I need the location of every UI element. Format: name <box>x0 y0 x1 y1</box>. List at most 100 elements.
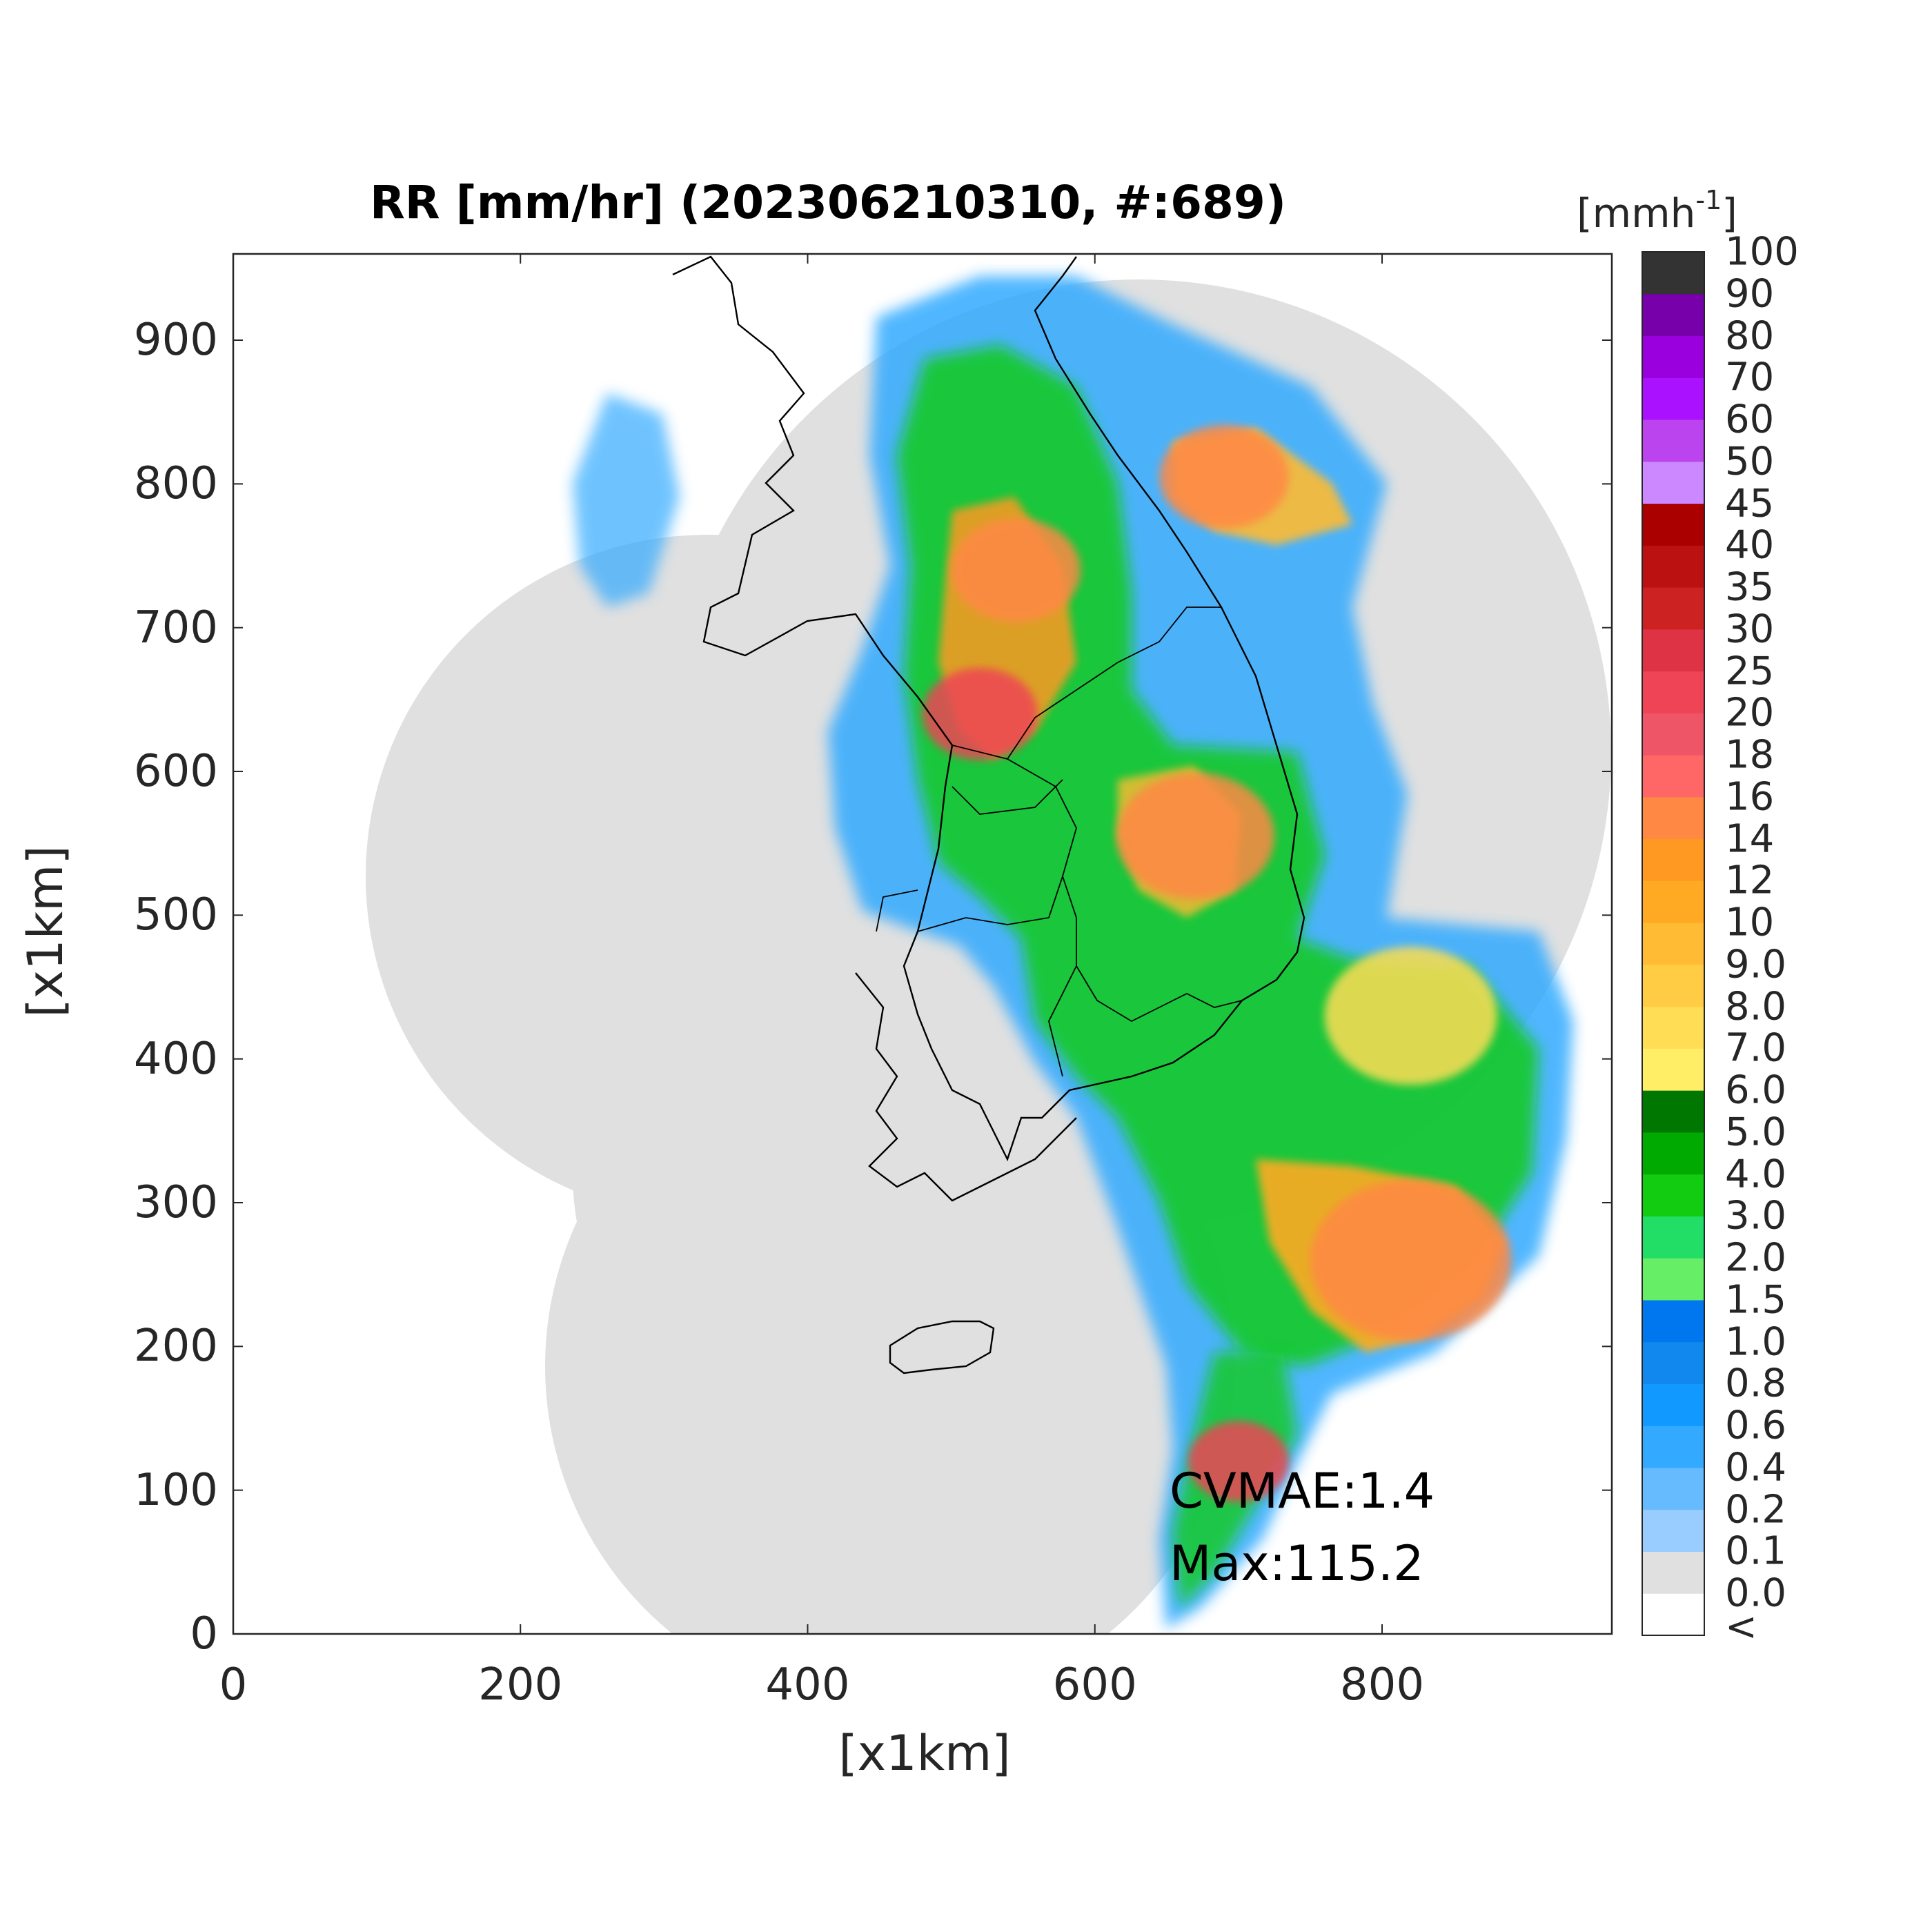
southwest-coast <box>855 972 1077 1202</box>
colorbar-swatch <box>1642 964 1704 1007</box>
colorbar-label: 6.0 <box>1725 1067 1787 1113</box>
colorbar-swatch <box>1642 1593 1704 1636</box>
colorbar-label: 25 <box>1725 649 1775 694</box>
colorbar-label: 18 <box>1725 732 1775 778</box>
colorbar <box>1642 251 1705 1636</box>
plot-frame <box>232 253 1613 1635</box>
colorbar-label: 1.0 <box>1725 1319 1787 1365</box>
colorbar-label: 0.1 <box>1725 1528 1787 1574</box>
rain-cell <box>1188 1421 1289 1502</box>
x-tick-label: 400 <box>765 1659 850 1711</box>
colorbar-label: 0.0 <box>1725 1570 1787 1616</box>
colorbar-swatch <box>1642 461 1704 504</box>
rain-cell <box>923 667 1038 760</box>
rain-cell <box>1324 947 1497 1085</box>
colorbar-swatch <box>1642 796 1704 840</box>
y-tick-label: 400 <box>133 1033 218 1085</box>
colorbar-label: 0.8 <box>1725 1361 1787 1406</box>
y-tick-label: 200 <box>133 1321 218 1372</box>
max-annotation: Max:115.2 <box>1170 1535 1424 1592</box>
colorbar-label: 0.4 <box>1725 1445 1787 1490</box>
colorbar-label: 5.0 <box>1725 1110 1787 1155</box>
cvmae-annotation: CVMAE:1.4 <box>1170 1463 1435 1519</box>
colorbar-label: 2.0 <box>1725 1235 1787 1281</box>
colorbar-label: 30 <box>1725 607 1775 652</box>
colorbar-swatch <box>1642 1383 1704 1426</box>
colorbar-swatch <box>1642 1551 1704 1594</box>
colorbar-label: 14 <box>1725 816 1775 862</box>
x-tick-label: 600 <box>1052 1659 1137 1711</box>
colorbar-swatch <box>1642 1509 1704 1552</box>
colorbar-label: 35 <box>1725 564 1775 610</box>
y-tick-label: 900 <box>133 315 218 366</box>
colorbar-swatch <box>1642 1467 1704 1510</box>
province-borders <box>876 607 1243 1077</box>
colorbar-unit: [mmh-1] <box>1577 185 1737 237</box>
colorbar-swatch <box>1642 1174 1704 1216</box>
colorbar-swatch <box>1642 880 1704 923</box>
colorbar-label: 8.0 <box>1725 984 1787 1029</box>
coastline-outline <box>672 255 1305 1374</box>
y-tick-label: 500 <box>133 889 218 941</box>
y-tick-label: 600 <box>133 746 218 797</box>
colorbar-swatch <box>1642 671 1704 713</box>
colorbar-label: 100 <box>1725 229 1799 275</box>
colorbar-label: 60 <box>1725 397 1775 442</box>
x-tick-label: 200 <box>478 1659 563 1711</box>
colorbar-swatch <box>1642 293 1704 337</box>
colorbar-swatch <box>1642 1258 1704 1301</box>
y-tick-marks <box>233 339 1612 1635</box>
colorbar-label: 50 <box>1725 439 1775 484</box>
peninsula-outline <box>672 255 1305 1162</box>
colorbar-label: 90 <box>1725 271 1775 317</box>
precipitation-field <box>573 276 1573 1628</box>
colorbar-label: 4.0 <box>1725 1152 1787 1197</box>
colorbar-swatch <box>1642 1299 1704 1343</box>
x-tick-label: 800 <box>1339 1659 1425 1711</box>
y-tick-label: 0 <box>190 1608 218 1659</box>
colorbar-label: 45 <box>1725 481 1775 526</box>
colorbar-label: 10 <box>1725 900 1775 945</box>
colorbar-swatch <box>1642 545 1704 588</box>
y-tick-label: 700 <box>133 602 218 653</box>
colorbar-label: 16 <box>1725 774 1775 820</box>
colorbar-swatch <box>1642 1006 1704 1049</box>
colorbar-label: 20 <box>1725 690 1775 736</box>
colorbar-swatch <box>1642 1048 1704 1091</box>
colorbar-swatch <box>1642 1216 1704 1259</box>
colorbar-swatch <box>1642 1426 1704 1468</box>
colorbar-label: 80 <box>1725 313 1775 358</box>
colorbar-swatch <box>1642 587 1704 630</box>
precipitation-cells <box>923 424 1512 1502</box>
colorbar-swatch <box>1642 335 1704 378</box>
colorbar-label: 9.0 <box>1725 942 1787 987</box>
colorbar-label: < <box>1725 1604 1757 1650</box>
y-tick-label: 100 <box>133 1464 218 1516</box>
colorbar-label: 0.6 <box>1725 1403 1787 1448</box>
colorbar-swatch <box>1642 923 1704 965</box>
colorbar-swatch <box>1642 377 1704 420</box>
colorbar-swatch <box>1642 1132 1704 1175</box>
colorbar-swatch <box>1642 503 1704 546</box>
colorbar-swatch <box>1642 1341 1704 1384</box>
radar-coverage-south <box>545 1021 1235 1634</box>
precip-band-blue-west <box>573 393 680 607</box>
colorbar-swatch <box>1642 629 1704 672</box>
colorbar-label: 0.2 <box>1725 1487 1787 1532</box>
colorbar-label: 40 <box>1725 522 1775 568</box>
rain-cell <box>1310 1179 1512 1341</box>
chart-title: RR [mm/hr] (202306210310, #:689) <box>369 176 1287 229</box>
colorbar-label: 7.0 <box>1725 1025 1787 1071</box>
y-tick-label: 300 <box>133 1177 218 1228</box>
jeju-island <box>889 1320 995 1374</box>
colorbar-swatch <box>1642 252 1704 295</box>
x-tick-marks <box>233 254 1383 1634</box>
x-axis-label: [x1km] <box>838 1725 1011 1782</box>
colorbar-swatch <box>1642 420 1704 462</box>
x-tick-label: 0 <box>219 1659 248 1711</box>
colorbar-frame <box>1642 251 1705 1636</box>
colorbar-swatch <box>1642 755 1704 798</box>
colorbar-swatch <box>1642 838 1704 881</box>
